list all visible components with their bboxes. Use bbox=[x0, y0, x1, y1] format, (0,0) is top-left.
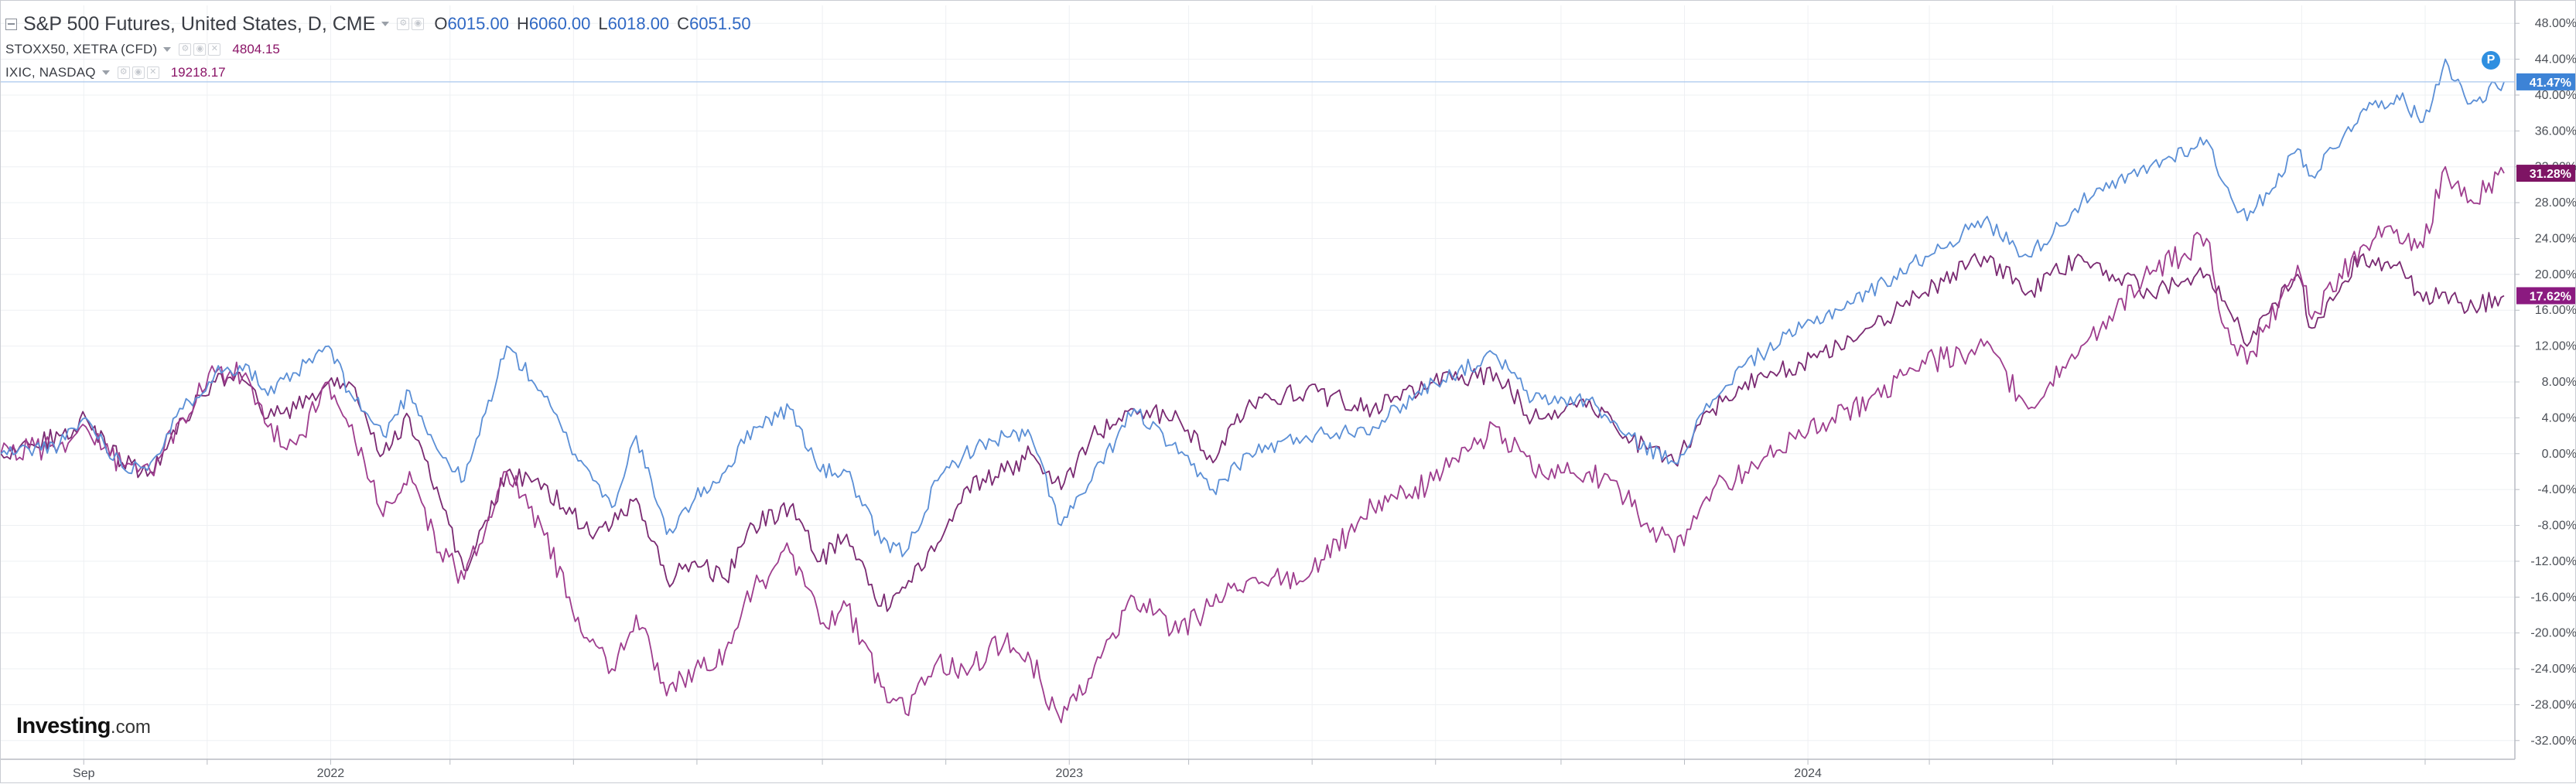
settings-icon[interactable]: ⚙ bbox=[117, 66, 130, 79]
y-tick-label: -4.00% bbox=[2537, 483, 2576, 496]
y-tick-label: 44.00% bbox=[2535, 53, 2576, 66]
y-tick-label: 28.00% bbox=[2535, 196, 2576, 210]
y-tick-label: 24.00% bbox=[2535, 232, 2576, 245]
y-tick-label: 48.00% bbox=[2535, 17, 2576, 30]
visibility-icon[interactable]: ◉ bbox=[132, 66, 145, 79]
y-tick-label: -20.00% bbox=[2530, 627, 2576, 640]
high-label: H bbox=[516, 14, 529, 33]
low-label: L bbox=[598, 14, 608, 33]
y-tick-label: -8.00% bbox=[2537, 520, 2576, 533]
settings-icon[interactable]: ⚙ bbox=[397, 18, 410, 30]
compare-last-stoxx: 4804.15 bbox=[232, 42, 280, 56]
last-value-tag: 17.62% bbox=[2516, 287, 2575, 305]
compare-symbol-ixic[interactable]: IXIC, NASDAQ bbox=[5, 65, 96, 80]
logo-suffix: .com bbox=[110, 717, 151, 738]
last-value-tag-bg bbox=[2516, 287, 2575, 305]
last-value-tag-bg bbox=[2516, 73, 2575, 90]
collapse-icon[interactable] bbox=[5, 18, 17, 30]
series-line-stoxx bbox=[1, 253, 2505, 612]
y-tick-label: -12.00% bbox=[2530, 555, 2576, 568]
y-tick-label: 40.00% bbox=[2535, 89, 2576, 102]
close-icon[interactable]: ✕ bbox=[146, 66, 159, 79]
visibility-icon[interactable]: ◉ bbox=[193, 43, 207, 56]
settings-icon[interactable]: ⚙ bbox=[179, 43, 192, 56]
open-value: 6015.00 bbox=[447, 14, 509, 33]
y-tick-label: -32.00% bbox=[2530, 735, 2576, 748]
y-tick-label: 4.00% bbox=[2542, 411, 2576, 424]
chevron-down-icon[interactable] bbox=[101, 70, 110, 75]
main-symbol-row[interactable]: S&P 500 Futures, United States, D, CME ⚙… bbox=[5, 10, 751, 38]
last-value-tag-label: 31.28% bbox=[2530, 168, 2571, 181]
x-tick-label: 2022 bbox=[317, 767, 345, 780]
chevron-down-icon[interactable] bbox=[381, 22, 390, 26]
visibility-icon[interactable]: ◉ bbox=[412, 18, 425, 30]
last-value-tag-label: 41.47% bbox=[2530, 77, 2571, 90]
x-tick-label: Sep bbox=[73, 767, 95, 780]
last-value-tag: 41.47% bbox=[2516, 73, 2575, 90]
x-tick-label: 2023 bbox=[1055, 767, 1083, 780]
compare-last-ixic: 19218.17 bbox=[170, 65, 226, 80]
investing-logo: Investing.com bbox=[16, 714, 151, 739]
y-tick-label: 0.00% bbox=[2542, 448, 2576, 461]
last-value-tag-label: 17.62% bbox=[2530, 290, 2571, 303]
series-line-ixic bbox=[1, 165, 2505, 724]
main-symbol-title[interactable]: S&P 500 Futures, United States, D, CME bbox=[23, 12, 376, 35]
chart-legend: S&P 500 Futures, United States, D, CME ⚙… bbox=[5, 10, 751, 84]
price-alert-badge[interactable]: P bbox=[2482, 51, 2500, 70]
x-tick-label: 2024 bbox=[1794, 767, 1822, 780]
y-tick-label: 36.00% bbox=[2535, 124, 2576, 138]
close-icon[interactable]: ✕ bbox=[208, 43, 221, 56]
y-tick-label: 8.00% bbox=[2542, 376, 2576, 389]
y-tick-label: -16.00% bbox=[2530, 591, 2576, 604]
high-value: 6060.00 bbox=[528, 14, 591, 33]
open-label: O bbox=[434, 14, 448, 33]
compare-row-ixic[interactable]: IXIC, NASDAQ ⚙ ◉ ✕ 19218.17 bbox=[5, 61, 751, 84]
close-value: 6051.50 bbox=[689, 14, 751, 33]
compare-symbol-stoxx[interactable]: STOXX50, XETRA (CFD) bbox=[5, 42, 158, 56]
close-label: C bbox=[677, 14, 690, 33]
y-tick-label: -28.00% bbox=[2530, 698, 2576, 711]
series-line-spx bbox=[1, 58, 2505, 557]
last-value-tag-bg bbox=[2516, 165, 2575, 182]
y-tick-label: 20.00% bbox=[2535, 268, 2576, 281]
y-tick-label: -24.00% bbox=[2530, 663, 2576, 676]
y-tick-label: 12.00% bbox=[2535, 340, 2576, 353]
y-tick-label: 16.00% bbox=[2535, 304, 2576, 317]
chevron-down-icon[interactable] bbox=[163, 47, 172, 52]
low-value: 6018.00 bbox=[607, 14, 670, 33]
logo-wordmark: Investing bbox=[16, 714, 111, 738]
compare-row-stoxx[interactable]: STOXX50, XETRA (CFD) ⚙ ◉ ✕ 4804.15 bbox=[5, 38, 751, 61]
last-value-tag: 31.28% bbox=[2516, 165, 2575, 182]
